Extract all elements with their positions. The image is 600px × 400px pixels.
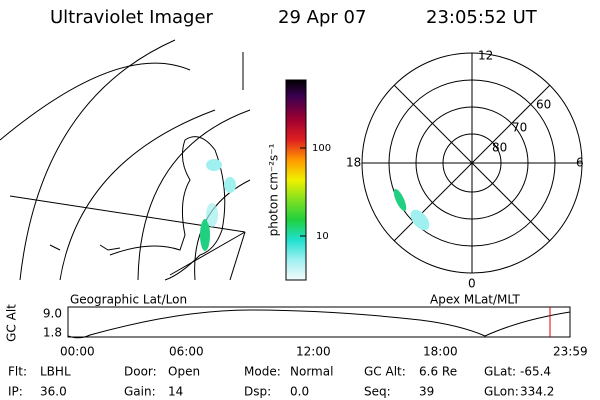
info-value: -65.4 xyxy=(520,365,551,379)
mlat-label: 70 xyxy=(512,121,527,135)
info-label: Mode: xyxy=(244,365,281,379)
colorbar-label: photon cm⁻²s⁻¹ xyxy=(267,143,281,236)
geo-map xyxy=(0,39,251,281)
orbit-axis-label: GC Alt xyxy=(5,304,19,342)
info-label: IP: xyxy=(8,385,23,399)
info-value: 0.0 xyxy=(290,385,309,399)
info-label: Seq: xyxy=(364,385,391,399)
info-value: Normal xyxy=(290,365,333,379)
mlat-label: 80 xyxy=(492,141,507,155)
orbit-xtick: 06:00 xyxy=(169,345,204,359)
orbit-xtick: 12:00 xyxy=(296,345,331,359)
mlt-label: 12 xyxy=(478,49,493,63)
info-value: Open xyxy=(168,365,200,379)
title: Ultraviolet Imager xyxy=(50,7,214,28)
orbit-ytick: 1.8 xyxy=(43,326,62,340)
time: 23:05:52 UT xyxy=(426,7,538,28)
mlt-label: 6 xyxy=(576,156,584,170)
polar-plot xyxy=(361,52,583,274)
info-label: GLon: xyxy=(484,385,519,399)
orbit-xtick: 18:00 xyxy=(423,345,458,359)
date: 29 Apr 07 xyxy=(278,7,366,28)
info-label: GLat: xyxy=(484,365,516,379)
info-value: 6.6 Re xyxy=(419,365,457,379)
info-panel: Flt: LBHL Door: Open Mode: Normal GC Alt: 6.6 R… xyxy=(8,365,554,399)
map-caption: Geographic Lat/Lon xyxy=(70,293,187,307)
info-label: GC Alt: xyxy=(364,365,406,379)
colorbar xyxy=(285,79,307,281)
orbit-xtick: 00:00 xyxy=(60,345,95,359)
info-label: Door: xyxy=(124,365,157,379)
orbit-box xyxy=(67,306,571,338)
orbit-xtick: 23:59 xyxy=(553,345,588,359)
info-label: Dsp: xyxy=(244,385,271,399)
mlt-label: 0 xyxy=(468,277,476,291)
colorbar-tick-label: 100 xyxy=(312,143,331,154)
orbit-curve xyxy=(67,309,571,339)
mlat-label: 60 xyxy=(536,98,551,112)
info-value: 14 xyxy=(168,385,183,399)
info-value: LBHL xyxy=(40,365,71,379)
mlt-label: 18 xyxy=(346,156,361,170)
orbit-ytick: 9.0 xyxy=(43,307,62,321)
info-label: Gain: xyxy=(124,385,156,399)
colorbar-tick-label: 10 xyxy=(316,231,329,242)
info-value: 334.2 xyxy=(520,385,554,399)
info-value: 36.0 xyxy=(40,385,67,399)
info-value: 39 xyxy=(419,385,434,399)
info-label: Flt: xyxy=(8,365,27,379)
polar-caption: Apex MLat/MLT xyxy=(430,293,520,307)
